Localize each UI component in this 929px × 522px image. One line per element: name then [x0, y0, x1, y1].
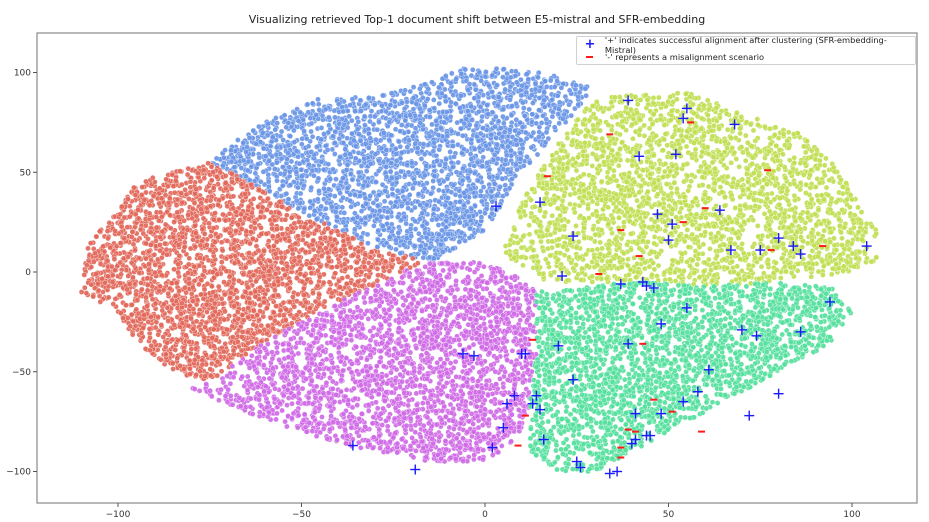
legend-item-aligned: + '+' indicates successful alignment aft… [583, 35, 915, 55]
legend-item-misaligned: '-' represents a misalignment scenario [583, 51, 764, 63]
legend-label-aligned: '+' indicates successful alignment after… [604, 35, 887, 55]
y-tick-label: 50 [20, 168, 32, 178]
legend: + '+' indicates successful alignment aft… [576, 35, 916, 65]
x-tick-label: 0 [482, 510, 488, 520]
x-tick-label: 50 [663, 510, 675, 520]
alignment-markers [347, 95, 872, 479]
chart-title: Visualizing retrieved Top-1 document shi… [248, 13, 706, 26]
y-tick-label: −100 [6, 468, 31, 478]
plus-marker-icon: + [584, 37, 596, 52]
y-tick-label: −50 [12, 368, 31, 378]
legend-label-misaligned: '-' represents a misalignment scenario [605, 52, 765, 62]
scatter-points [78, 65, 880, 475]
x-tick-label: −100 [106, 510, 131, 520]
x-tick-label: 100 [843, 510, 860, 520]
y-axis: 100 50 0 −50 −100 [6, 69, 37, 478]
x-tick-label: −50 [292, 510, 311, 520]
x-axis: −100 −50 0 50 100 [106, 503, 861, 520]
y-tick-label: 100 [14, 69, 31, 79]
y-tick-label: 0 [25, 268, 31, 278]
minus-marker-icon [586, 56, 593, 58]
plot-frame [36, 32, 918, 504]
